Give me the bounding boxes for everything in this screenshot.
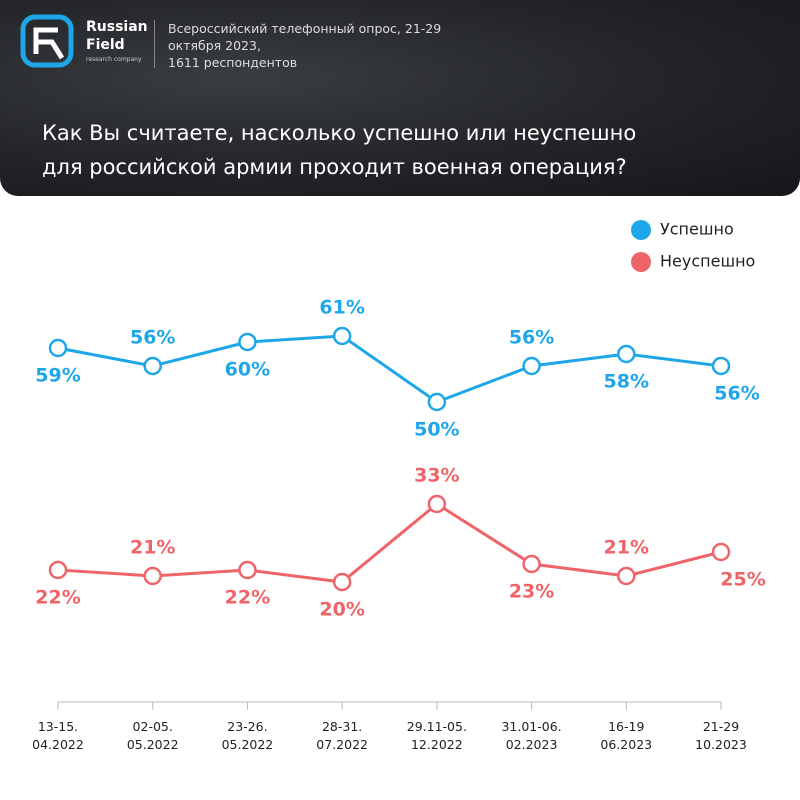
value-label: 61% [319,297,364,319]
value-label: 25% [720,569,765,591]
series-line [57,502,722,584]
value-label: 22% [225,587,270,609]
title-line: для российской армии проходит военная оп… [42,155,627,179]
point [332,572,352,592]
value-label: 56% [130,327,175,349]
logo-name: Russian Field [86,18,148,54]
legend-marker [631,252,651,272]
value-label: 56% [509,327,554,349]
point [522,356,541,376]
value-label: 59% [35,365,80,387]
point [143,356,162,376]
series-line [57,334,722,404]
point [48,338,68,358]
x-tick-label: 28-31. 07.2022 [316,719,368,752]
point [332,326,352,346]
x-tick-label: 16-19 06.2023 [600,719,653,752]
value-label: 50% [414,419,459,441]
point [711,356,731,376]
point [238,332,257,352]
value-label: 33% [414,465,459,487]
value-label: 21% [130,537,175,559]
point [427,494,447,514]
title-line: Как Вы считаете, насколько успешно или н… [42,121,637,145]
value-label: 58% [604,371,649,393]
point [522,554,541,574]
value-label: 20% [319,599,364,621]
point [238,560,257,580]
logo-line: Field [86,37,125,53]
point [143,566,162,586]
value-label: 21% [604,537,649,559]
title: Как Вы считаете, насколько успешно или н… [42,116,636,184]
subtitle-line: октября 2023, [168,38,261,53]
x-tick-label: 21-29 10.2023 [695,719,747,752]
x-tick-label: 13-15. 04.2022 [32,719,84,752]
point [427,392,447,412]
value-label: 56% [714,383,759,405]
x-tick-label: 31.01-06. 02.2023 [501,719,562,752]
x-tick-label: 29.11-05. 12.2022 [406,719,467,752]
x-tick-label: 23-26. 05.2022 [221,719,274,752]
point [711,542,731,562]
legend-label: Неуспешно [660,252,755,271]
point [617,566,636,586]
subtitle-line: 1611 респондентов [168,55,298,70]
header [0,0,800,196]
x-tick-label: 02-05. 05.2022 [126,719,179,752]
logo-icon [20,14,74,68]
logo-line: Russian [86,19,148,35]
divider [154,20,155,68]
logo-sub: research company [86,56,142,63]
point [617,344,636,364]
value-label: 60% [225,359,270,381]
value-label: 23% [509,581,554,603]
legend-marker [631,220,651,240]
subtitle-line: Всероссийский телефонный опрос, 21-29 [168,21,442,36]
point [48,560,68,580]
legend-label: Успешно [660,220,734,239]
subtitle: Всероссийский телефонный опрос, 21-29 ок… [168,20,441,71]
value-label: 22% [35,587,80,609]
